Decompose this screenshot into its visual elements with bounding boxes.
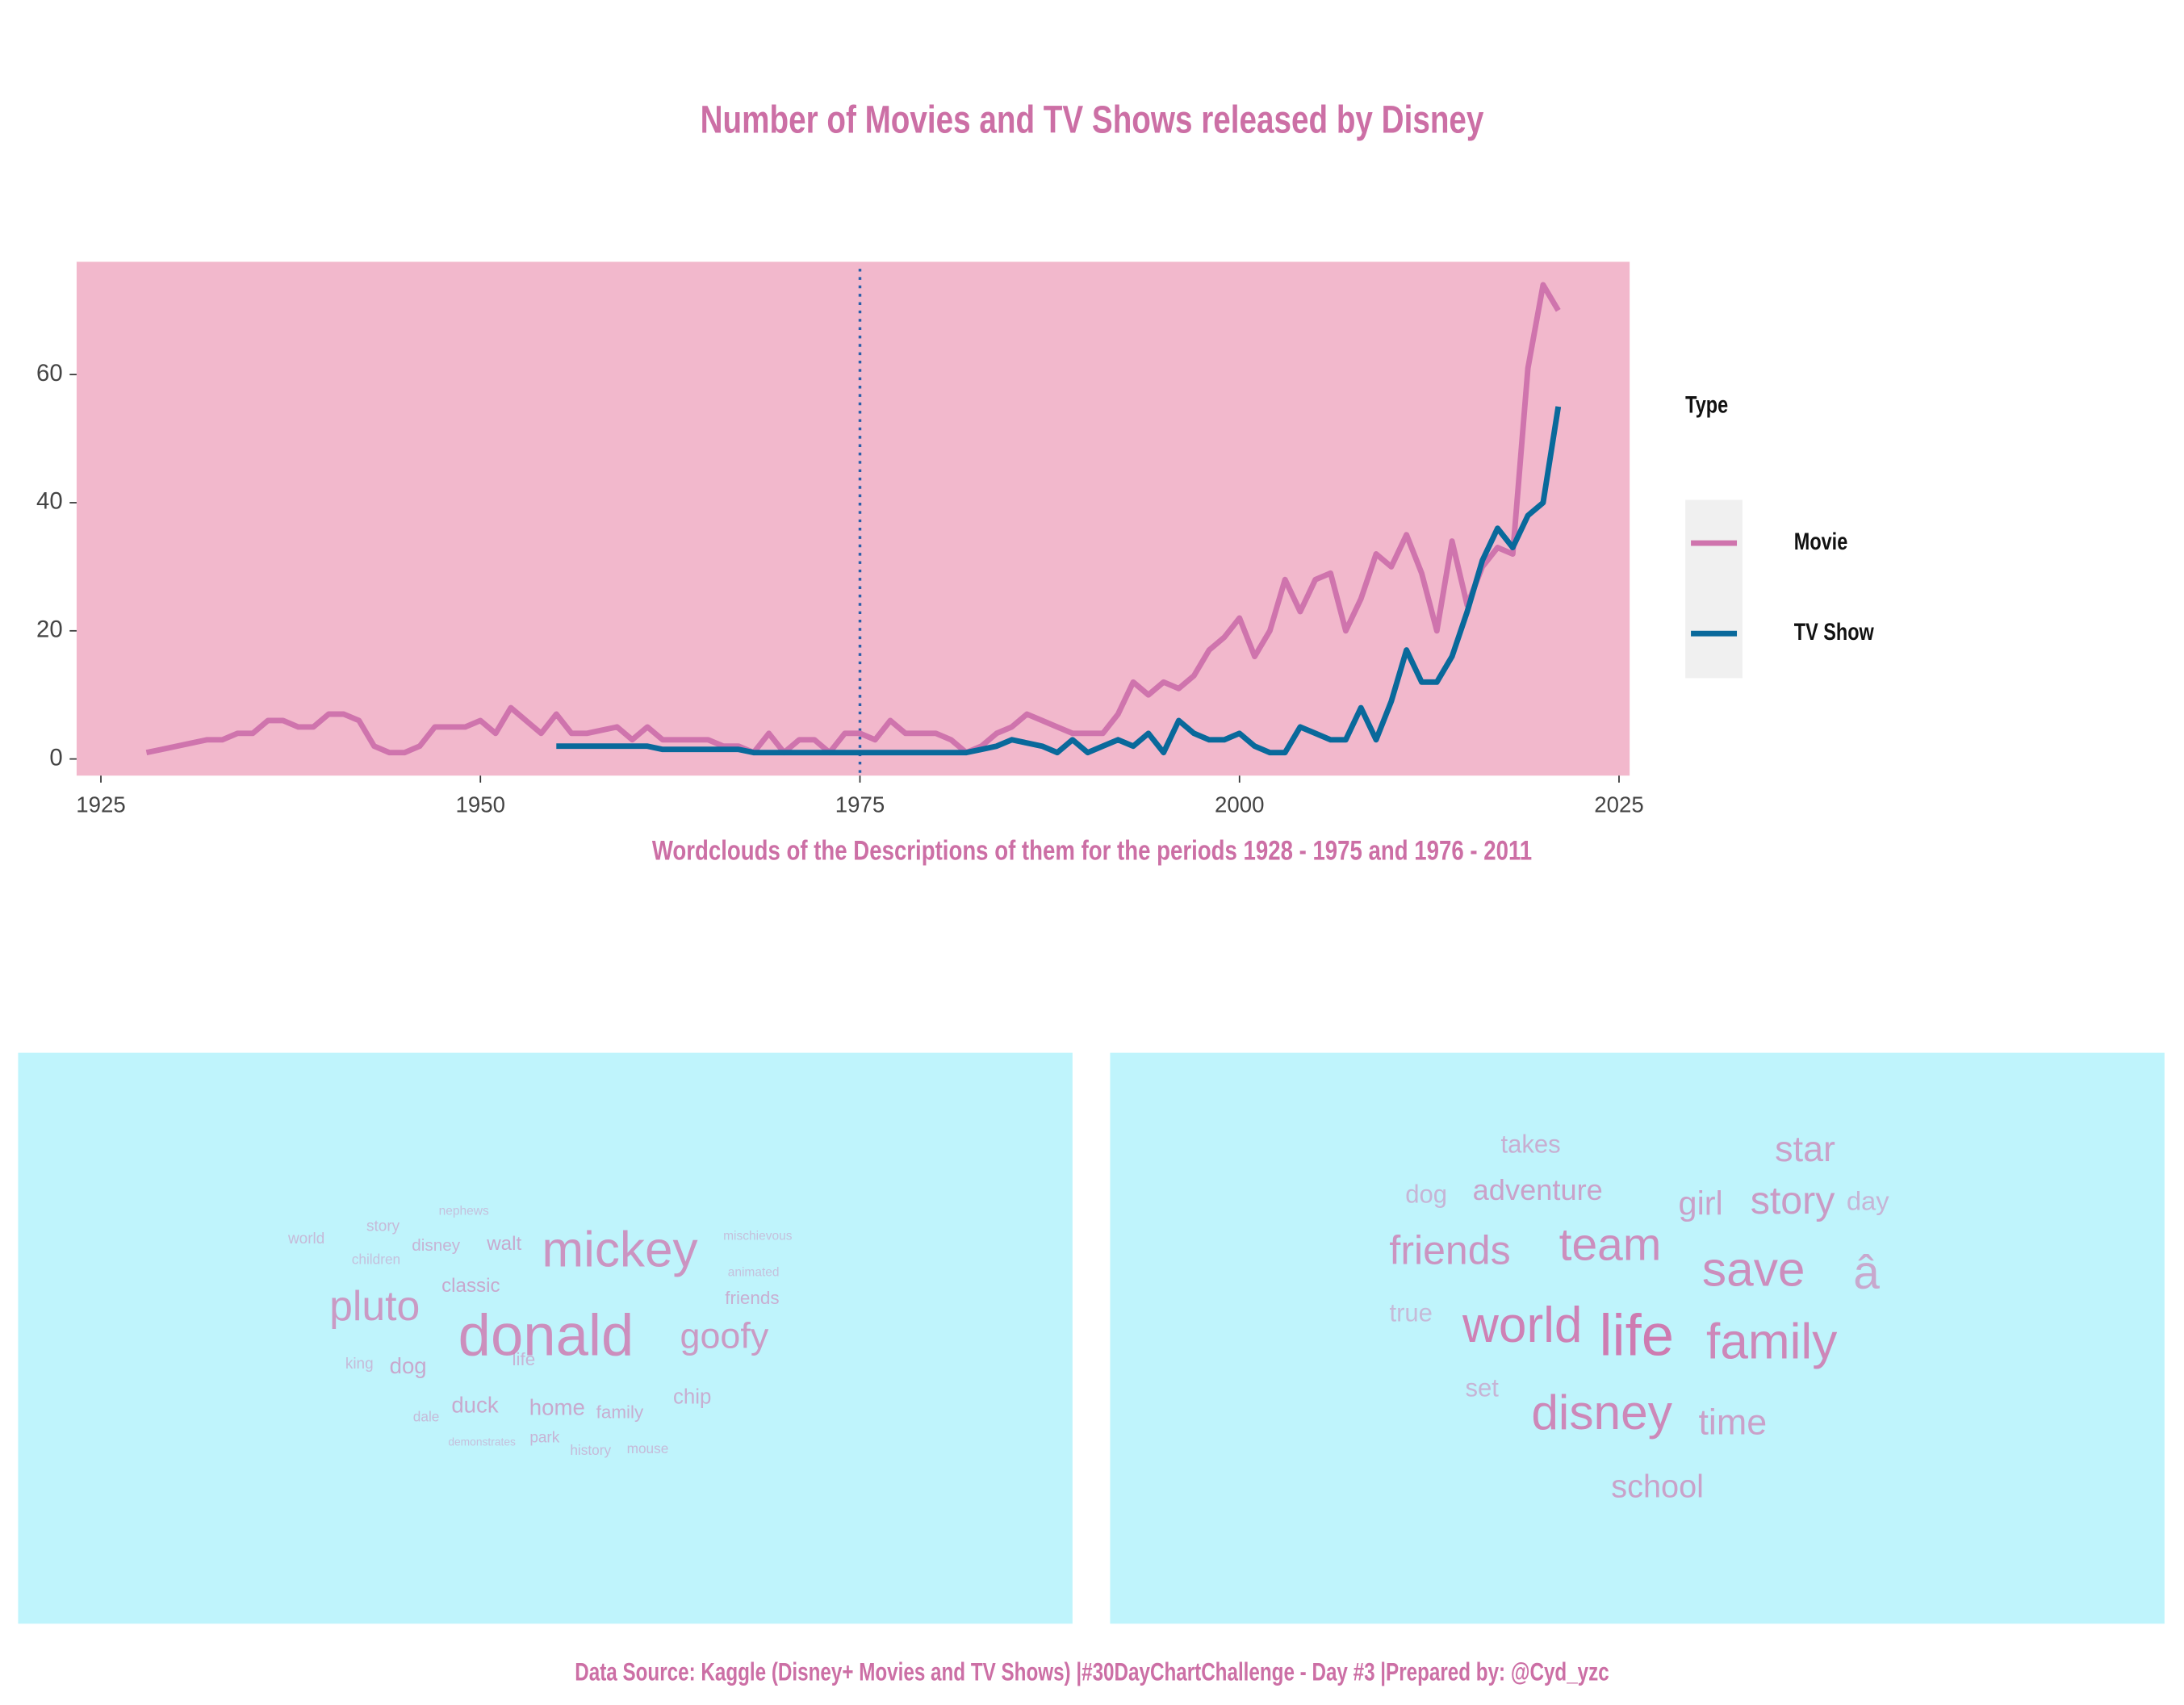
wordcloud-panel (18, 1052, 1073, 1624)
cloud-word: true (1389, 1298, 1433, 1327)
cloud-word: home (529, 1395, 585, 1420)
cloud-word: set (1466, 1373, 1500, 1402)
cloud-word: disney (1531, 1385, 1672, 1440)
cloud-word: mickey (542, 1222, 697, 1278)
cloud-word: day (1847, 1186, 1889, 1216)
cloud-word: school (1611, 1469, 1704, 1504)
cloud-word: donald (458, 1302, 634, 1368)
cloud-word: world (287, 1231, 324, 1247)
cloud-word: dale (413, 1408, 440, 1424)
cloud-word: life (1599, 1302, 1674, 1368)
cloud-word: goofy (680, 1314, 769, 1356)
legend-label: Movie (1794, 528, 1847, 554)
y-tick-label: 60 (36, 360, 63, 387)
cloud-word: mischievous (723, 1230, 793, 1243)
cloud-word: pluto (329, 1282, 420, 1329)
cloud-word: adventure (1473, 1173, 1603, 1206)
plot-background (76, 261, 1630, 776)
wordcloud-panel (1110, 1052, 2165, 1624)
cloud-word: park (529, 1430, 559, 1447)
cloud-word: friends (1389, 1227, 1510, 1272)
x-tick-label: 1950 (456, 792, 505, 817)
cloud-word: classic (441, 1275, 500, 1297)
cloud-word: friends (725, 1288, 779, 1308)
wordcloud-heading: Wordclouds of the Descriptions of them f… (652, 834, 1532, 866)
cloud-word: mouse (627, 1440, 669, 1456)
legend-title: Type (1685, 391, 1728, 418)
cloud-word: animated (728, 1265, 780, 1279)
x-tick-label: 1975 (835, 792, 885, 817)
cloud-word: duck (451, 1392, 499, 1417)
cloud-word: world (1462, 1298, 1582, 1353)
cloud-word: girl (1679, 1185, 1723, 1222)
y-tick-label: 20 (36, 616, 63, 643)
cloud-word: â (1853, 1246, 1880, 1298)
x-tick-label: 2025 (1594, 792, 1643, 817)
cloud-word: king (345, 1356, 374, 1373)
x-tick-label: 2000 (1215, 792, 1264, 817)
y-tick-label: 0 (49, 744, 62, 771)
cloud-word: family (1706, 1314, 1837, 1369)
cloud-word: chip (673, 1385, 711, 1408)
cloud-word: nephews (439, 1205, 489, 1218)
cloud-word: takes (1501, 1130, 1561, 1158)
cloud-word: history (570, 1442, 611, 1458)
cloud-word: story (366, 1218, 400, 1235)
cloud-word: story (1751, 1179, 1836, 1222)
series-line (145, 282, 1561, 756)
x-tick-label: 1925 (76, 792, 125, 817)
cloud-word: walt (486, 1233, 521, 1255)
cloud-word: disney (412, 1236, 460, 1255)
legend-key-box (1685, 499, 1743, 679)
cloud-word: demonstrates (448, 1436, 516, 1448)
cloud-word: children (352, 1251, 400, 1267)
cloud-word: dog (1405, 1181, 1447, 1209)
cloud-word: star (1775, 1128, 1835, 1169)
y-tick-label: 40 (36, 488, 63, 515)
cloud-word: time (1698, 1401, 1767, 1442)
cloud-word: save (1702, 1241, 1805, 1296)
cloud-word: team (1559, 1218, 1662, 1270)
series-line (556, 406, 1562, 756)
cloud-word: life (513, 1349, 536, 1369)
chart-title: Number of Movies and TV Shows released b… (701, 98, 1484, 142)
cloud-word: dog (390, 1353, 427, 1378)
legend-label: TV Show (1794, 618, 1874, 645)
cloud-word: family (596, 1402, 644, 1423)
caption: Data Source: Kaggle (Disney+ Movies and … (575, 1658, 1609, 1686)
